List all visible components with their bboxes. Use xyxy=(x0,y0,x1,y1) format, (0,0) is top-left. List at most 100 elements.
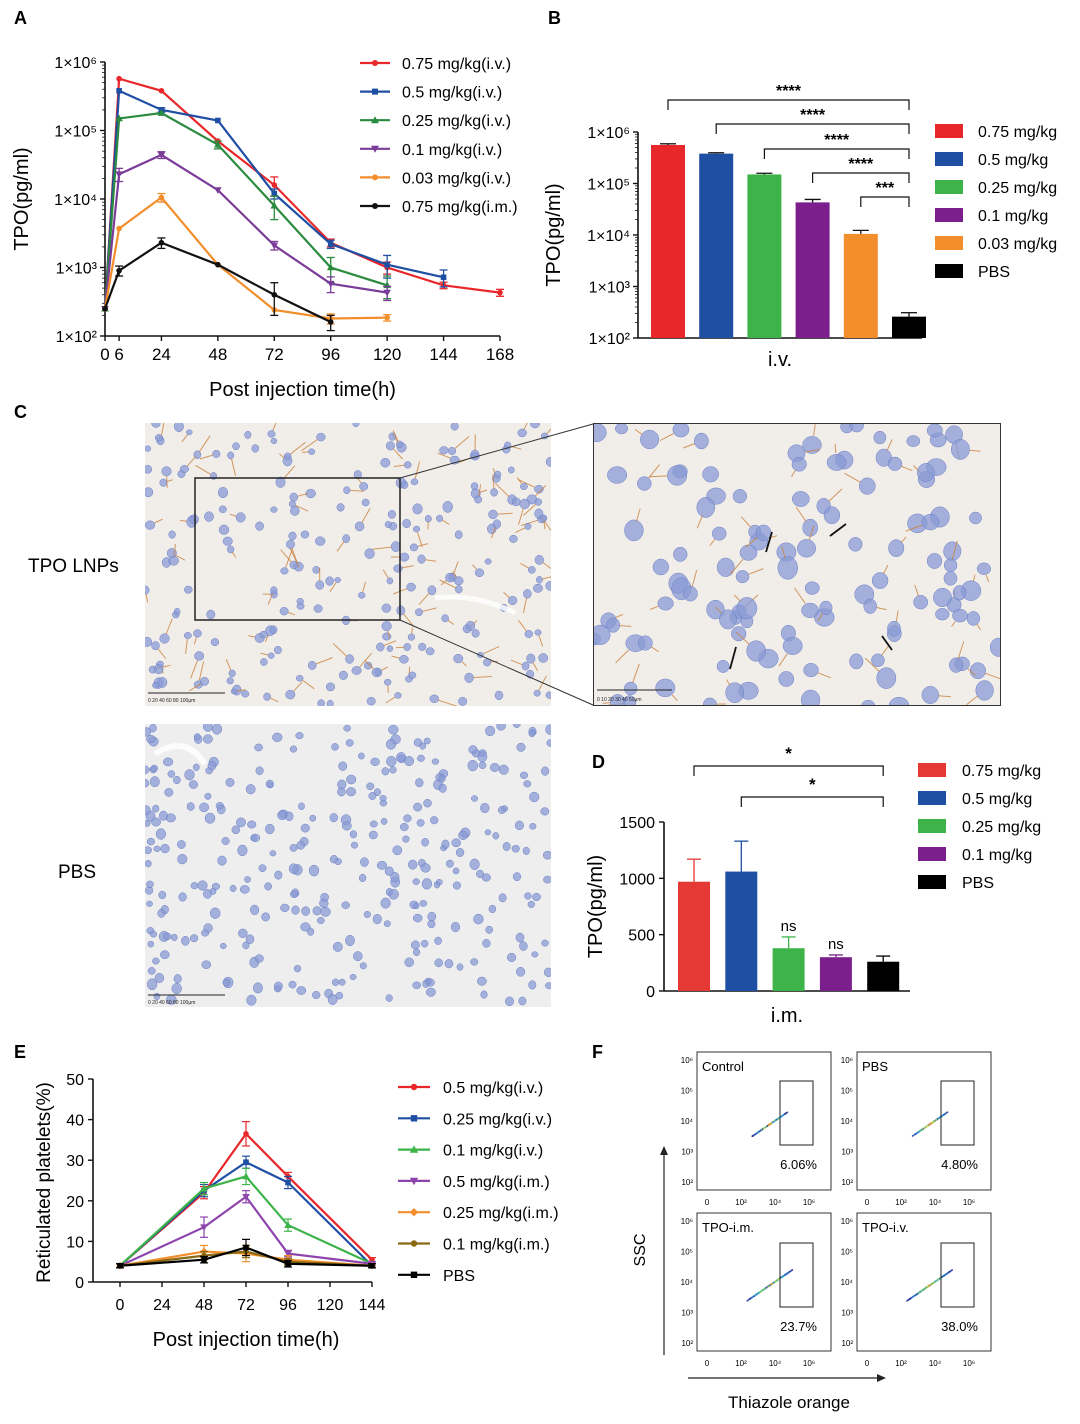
tpo-stain xyxy=(535,485,547,497)
hepatocyte-nucleus xyxy=(259,630,268,639)
tpo-stain xyxy=(740,516,752,528)
hepatocyte-nucleus xyxy=(237,844,248,857)
flow-plot-frame xyxy=(856,1051,992,1191)
tpo-stain xyxy=(876,607,887,611)
hepatocyte-nucleus xyxy=(848,537,863,552)
hepatocyte-nucleus xyxy=(409,543,419,552)
tpo-stain xyxy=(497,512,513,515)
flow-dot xyxy=(918,1291,921,1293)
tpo-stain xyxy=(976,623,981,631)
hepatocyte-nucleus xyxy=(190,882,199,890)
hepatocyte-nucleus xyxy=(458,830,469,840)
e-legend-label: 0.5 mg/kg(i.v.) xyxy=(443,1080,543,1097)
flow-dot xyxy=(947,1272,949,1274)
flow-xtick-label: 0 xyxy=(865,1359,870,1368)
e-point xyxy=(242,1172,250,1180)
e-xtick-label: 24 xyxy=(153,1297,171,1314)
hepatocyte-nucleus xyxy=(392,845,403,856)
e-legend-marker xyxy=(409,1145,419,1153)
hepatocyte-nucleus xyxy=(943,571,958,586)
hepatocyte-nucleus xyxy=(473,913,484,925)
tpo-stain xyxy=(472,564,477,570)
tpo-stain xyxy=(734,594,741,602)
hepatocyte-nucleus xyxy=(504,441,512,450)
d-ytick-label: 1000 xyxy=(619,871,655,888)
flow-dot xyxy=(765,1126,767,1128)
flow-dot xyxy=(915,1132,917,1135)
tpo-stain xyxy=(173,543,176,556)
flow-gate xyxy=(940,1242,975,1308)
b-bracket xyxy=(860,196,910,207)
b-xlabel: i.v. xyxy=(768,349,792,371)
hepatocyte-nucleus xyxy=(427,585,437,596)
histology-pbs xyxy=(145,724,551,1007)
tpo-stain xyxy=(402,565,414,569)
hepatocyte-nucleus xyxy=(193,733,201,741)
hepatocyte-nucleus xyxy=(229,884,237,892)
hepatocyte-nucleus xyxy=(337,787,346,797)
hepatocyte-nucleus xyxy=(345,934,355,947)
hepatocyte-nucleus xyxy=(539,514,548,522)
d-legend-label: 0.1 mg/kg xyxy=(962,847,1032,864)
flow-gate xyxy=(779,1242,814,1308)
hepatocyte-nucleus xyxy=(540,807,550,816)
d-ytick-label: 0 xyxy=(646,984,655,1001)
hepatocyte-nucleus xyxy=(327,994,338,1005)
arrow-indicator xyxy=(729,646,737,670)
hepatocyte-nucleus xyxy=(204,792,212,800)
hepatocyte-nucleus xyxy=(217,855,227,866)
hepatocyte-nucleus xyxy=(343,724,351,732)
hepatocyte-nucleus xyxy=(146,837,155,846)
tpo-stain xyxy=(442,519,450,525)
tpo-stain xyxy=(452,571,457,578)
flow-dot xyxy=(935,1280,937,1282)
flow-dot xyxy=(785,1112,787,1114)
hepatocyte-nucleus xyxy=(512,872,522,882)
hepatocyte-nucleus xyxy=(921,686,939,704)
d-sig-label: * xyxy=(809,775,816,794)
hepatocyte-nucleus xyxy=(385,738,397,750)
hepatocyte-nucleus xyxy=(370,757,380,766)
hepatocyte-nucleus xyxy=(873,430,887,445)
hepatocyte-nucleus xyxy=(380,897,391,909)
tpo-stain xyxy=(778,653,788,667)
hepatocyte-nucleus xyxy=(168,556,179,566)
hepatocyte-nucleus xyxy=(381,767,390,776)
hepatocyte-nucleus xyxy=(417,754,425,762)
hepatocyte-nucleus xyxy=(361,498,370,507)
tpo-stain xyxy=(844,472,861,483)
hepatocyte-nucleus xyxy=(341,615,351,626)
hepatocyte-nucleus xyxy=(529,823,537,830)
tpo-stain xyxy=(602,702,611,704)
hepatocyte-nucleus xyxy=(147,940,155,948)
hepatocyte-nucleus xyxy=(969,511,982,525)
tpo-stain xyxy=(336,541,345,552)
e-legend-marker xyxy=(410,1083,418,1091)
hepatocyte-nucleus xyxy=(694,432,709,450)
flow-ytick-label: 10⁴ xyxy=(681,1278,694,1287)
hepatocyte-nucleus xyxy=(245,784,256,795)
hepatocyte-nucleus xyxy=(480,802,490,814)
hepatocyte-nucleus xyxy=(438,774,446,783)
tpo-stain xyxy=(480,489,488,493)
d-legend-label: PBS xyxy=(962,875,994,892)
flow-dot xyxy=(936,1118,939,1120)
hepatocyte-nucleus xyxy=(192,763,200,771)
hepatocyte-nucleus xyxy=(152,804,160,813)
hepatocyte-nucleus xyxy=(267,652,275,659)
hepatocyte-nucleus xyxy=(887,456,903,471)
flow-xtick-label: 10⁴ xyxy=(929,1359,942,1368)
hepatocyte-nucleus xyxy=(221,837,230,845)
hepatocyte-nucleus xyxy=(505,996,514,1007)
tpo-stain xyxy=(532,662,539,671)
hepatocyte-nucleus xyxy=(186,429,193,436)
b-bracket xyxy=(763,148,910,159)
tpo-stain xyxy=(510,445,522,450)
flow-dot xyxy=(754,1133,756,1136)
hepatocyte-nucleus xyxy=(422,979,430,988)
hepatocyte-nucleus xyxy=(218,505,227,514)
hepatocyte-nucleus xyxy=(413,738,423,747)
hepatocyte-nucleus xyxy=(251,444,260,453)
a-xtick-label: 6 xyxy=(114,345,123,364)
hepatocyte-nucleus xyxy=(682,585,698,602)
